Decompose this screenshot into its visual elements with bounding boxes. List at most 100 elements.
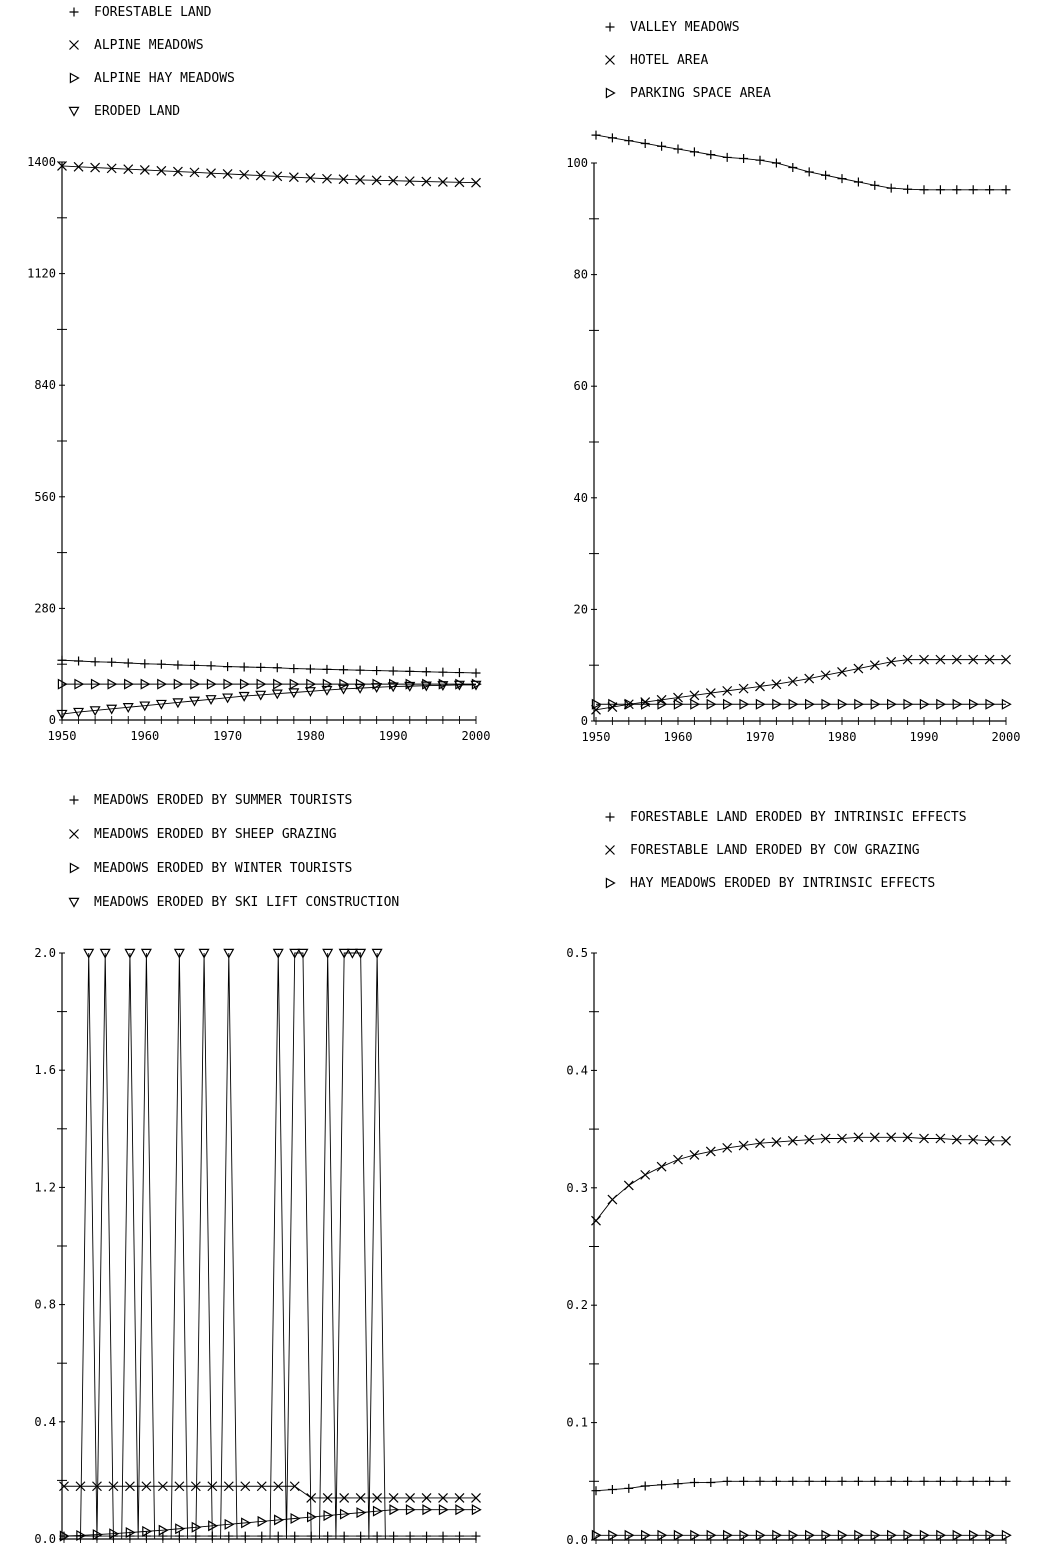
data-point <box>607 1194 618 1205</box>
data-point <box>772 698 783 710</box>
legend-label: ALPINE MEADOWS <box>94 38 204 53</box>
data-point <box>853 1476 863 1486</box>
legend-marker <box>605 87 616 99</box>
data-point <box>356 1507 367 1519</box>
x-tick-label: 1970 <box>213 729 242 743</box>
data-point <box>106 704 118 715</box>
data-point <box>455 1504 466 1516</box>
y-tick-label: 0.1 <box>566 1416 588 1430</box>
data-point <box>919 185 929 195</box>
data-point <box>59 1481 69 1492</box>
legend-marker <box>605 877 616 889</box>
data-point <box>124 948 136 959</box>
data-point <box>454 1493 465 1503</box>
data-point <box>59 1530 70 1542</box>
data-point <box>755 698 766 710</box>
data-point <box>207 1481 218 1492</box>
data-point <box>437 681 449 692</box>
data-point <box>471 1504 482 1516</box>
data-point <box>690 1529 701 1541</box>
data-point <box>223 662 233 672</box>
series-line <box>595 1136 1006 1221</box>
legend-label: VALLEY MEADOWS <box>630 20 740 35</box>
data-point <box>624 698 635 710</box>
x-tick-label: 1990 <box>910 730 939 744</box>
data-point <box>772 1529 783 1541</box>
data-point <box>453 680 465 691</box>
data-point <box>641 1529 651 1541</box>
y-tick-label: 0.8 <box>34 1298 56 1312</box>
data-point <box>705 1146 716 1157</box>
x-tick-label: 1970 <box>746 730 775 744</box>
data-point <box>591 1529 602 1541</box>
data-point <box>74 678 85 690</box>
data-point <box>188 696 200 707</box>
data-point <box>969 1529 979 1541</box>
data-point <box>289 948 301 959</box>
data-point <box>788 1476 798 1486</box>
data-point <box>140 659 150 669</box>
data-point <box>591 1215 601 1226</box>
data-point <box>288 688 300 699</box>
data-point <box>172 698 184 709</box>
data-point <box>903 698 914 710</box>
data-point <box>454 668 464 678</box>
data-point <box>657 698 668 710</box>
y-tick-label: 80 <box>574 268 588 282</box>
data-point <box>623 1180 634 1191</box>
data-point <box>173 678 184 690</box>
data-point <box>256 1481 267 1492</box>
data-point <box>591 130 601 140</box>
legend-marker <box>605 812 615 822</box>
data-point <box>640 1481 650 1491</box>
data-point <box>206 168 216 179</box>
data-point <box>739 698 750 710</box>
data-point <box>1001 1476 1011 1486</box>
data-point <box>75 1481 86 1492</box>
data-point <box>388 666 398 676</box>
chart-panel-2: 0 20 40 60 80 100 1950 1960 1970 1980 1990 2000 VALL… <box>566 20 1020 744</box>
data-point <box>372 1505 383 1517</box>
data-point <box>297 948 309 959</box>
data-point <box>139 165 150 175</box>
data-point <box>640 1169 651 1180</box>
data-point <box>272 171 283 182</box>
legend-label: HAY MEADOWS ERODED BY INTRINSIC EFFECTS <box>630 876 935 891</box>
data-point <box>404 681 416 692</box>
data-point <box>804 1476 814 1486</box>
chart-panel-4: 0.00.10.20.30.40.51950196019701980199020… <box>566 810 1012 1545</box>
data-point <box>339 1493 350 1503</box>
data-point <box>821 1476 831 1486</box>
data-point <box>122 703 134 713</box>
data-point <box>788 162 798 172</box>
data-point <box>673 698 684 710</box>
data-point <box>673 1154 683 1165</box>
data-point <box>172 166 183 177</box>
data-point <box>388 1493 399 1503</box>
data-point <box>820 1133 831 1144</box>
data-point <box>984 1135 995 1146</box>
data-point <box>690 698 701 710</box>
data-point <box>771 158 781 168</box>
data-point <box>886 656 897 667</box>
data-point <box>156 659 166 669</box>
legend-marker <box>605 22 615 32</box>
data-point <box>208 1520 219 1532</box>
y-tick-label: 1120 <box>27 267 56 281</box>
data-point <box>755 1529 766 1541</box>
data-point <box>673 1529 684 1541</box>
data-point <box>123 658 133 668</box>
data-point <box>90 162 101 173</box>
data-point <box>255 170 266 181</box>
data-point <box>355 948 367 959</box>
data-point <box>837 1133 847 1144</box>
legend-marker <box>69 795 79 805</box>
data-point <box>1001 1529 1012 1541</box>
data-point <box>968 185 978 195</box>
data-point <box>257 1515 268 1527</box>
legend-marker <box>69 862 80 874</box>
data-point <box>107 657 117 667</box>
legend-marker <box>605 845 615 855</box>
data-point <box>985 1476 995 1486</box>
data-point <box>305 173 316 183</box>
